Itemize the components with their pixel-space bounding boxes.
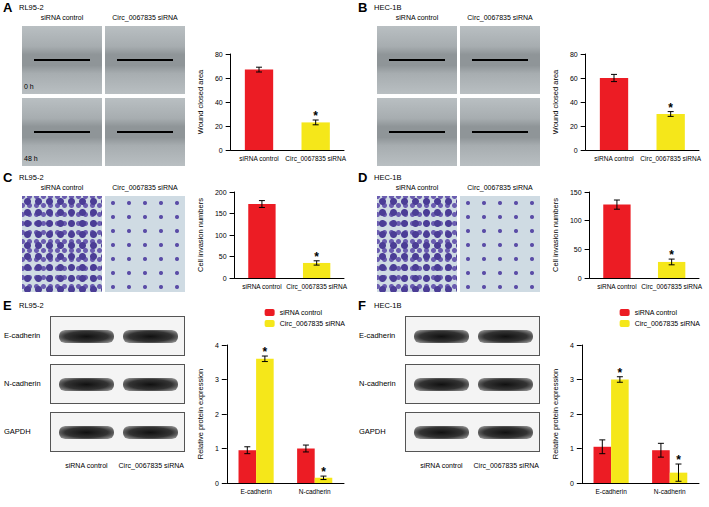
svg-text:4: 4 [215, 342, 219, 349]
svg-text:60: 60 [215, 75, 223, 82]
svg-text:Circ_0067835 siRNA: Circ_0067835 siRNA [635, 320, 701, 328]
svg-text:50: 50 [219, 253, 227, 260]
svg-text:0: 0 [215, 480, 219, 487]
svg-text:siRNA control: siRNA control [239, 155, 279, 162]
html-text:RL95-2: RL95-2 [19, 301, 44, 310]
html-text:E-cadherin: E-cadherin [4, 331, 41, 340]
svg-text:0: 0 [574, 147, 578, 154]
svg-text:siRNA control: siRNA control [597, 283, 637, 290]
html-text:GAPDH: GAPDH [359, 427, 386, 436]
html-text:siRNA control: siRNA control [395, 184, 439, 191]
html-text:HEC-1B: HEC-1B [374, 301, 402, 310]
html-text:siRNA control: siRNA control [40, 184, 84, 191]
html-text:N-cadherin: N-cadherin [359, 379, 396, 388]
html-text:E-cadherin: E-cadherin [359, 331, 396, 340]
svg-text:*: * [321, 465, 326, 479]
html-text:Circ_0067835 siRNA: Circ_0067835 siRNA [467, 184, 533, 191]
svg-text:*: * [676, 453, 681, 467]
svg-text:0: 0 [223, 275, 227, 282]
svg-text:40: 40 [215, 99, 223, 106]
svg-text:40: 40 [570, 99, 578, 106]
svg-text:2: 2 [570, 411, 574, 418]
svg-text:Cell invasion numbers: Cell invasion numbers [196, 198, 205, 272]
svg-text:*: * [314, 250, 319, 264]
svg-text:200: 200 [215, 189, 227, 196]
svg-text:3: 3 [570, 376, 574, 383]
html-text:siRNA control: siRNA control [420, 462, 463, 469]
svg-text:150: 150 [570, 189, 582, 196]
html-text:48 h: 48 h [24, 155, 38, 162]
html-text:0 h: 0 h [24, 83, 34, 90]
svg-text:Wound closed area: Wound closed area [551, 69, 560, 134]
html-text:Circ_0067835 siRNA: Circ_0067835 siRNA [473, 462, 539, 469]
svg-text:Relative protein expression: Relative protein expression [551, 369, 560, 459]
html-text:E: E [3, 298, 12, 313]
svg-text:0: 0 [578, 275, 582, 282]
html-text:siRNA control: siRNA control [40, 14, 84, 21]
svg-text:100: 100 [215, 232, 227, 239]
svg-text:80: 80 [570, 51, 578, 58]
html-text:F: F [358, 298, 366, 313]
svg-text:siRNA control: siRNA control [594, 155, 634, 162]
html-text:HEC-1B: HEC-1B [374, 3, 402, 12]
html-text:Circ_0067835 siRNA: Circ_0067835 siRNA [467, 14, 533, 21]
svg-text:Circ_0067835 siRNA: Circ_0067835 siRNA [280, 320, 346, 328]
svg-text:Wound closed area: Wound closed area [196, 69, 205, 134]
svg-text:Circ_0067835 siRNA: Circ_0067835 siRNA [641, 283, 702, 291]
svg-text:Circ_0067835 siRNA: Circ_0067835 siRNA [286, 283, 347, 291]
svg-text:Circ_0067835 siRNA: Circ_0067835 siRNA [285, 155, 346, 163]
html-text:Circ_0067835 siRNA: Circ_0067835 siRNA [118, 462, 184, 469]
svg-text:*: * [618, 366, 623, 380]
html-text:RL95-2: RL95-2 [19, 3, 44, 12]
svg-text:*: * [668, 101, 673, 115]
svg-text:4: 4 [570, 342, 574, 349]
html-text:GAPDH: GAPDH [4, 427, 31, 436]
html-text:D: D [358, 170, 368, 185]
html-text:Circ_0067835 siRNA: Circ_0067835 siRNA [112, 184, 178, 191]
html-text:N-cadherin: N-cadherin [4, 379, 41, 388]
svg-text:Relative protein expression: Relative protein expression [196, 369, 205, 459]
svg-text:N-cadherin: N-cadherin [654, 488, 686, 495]
svg-text:Cell invasion numbers: Cell invasion numbers [551, 198, 560, 272]
svg-text:2: 2 [215, 411, 219, 418]
svg-text:Circ_0067835 siRNA: Circ_0067835 siRNA [640, 155, 701, 163]
svg-text:20: 20 [215, 123, 223, 130]
html-text:B: B [358, 0, 368, 15]
svg-text:60: 60 [570, 75, 578, 82]
svg-text:20: 20 [570, 123, 578, 130]
svg-text:E-cadherin: E-cadherin [240, 488, 272, 495]
svg-text:1: 1 [215, 445, 219, 452]
svg-text:3: 3 [215, 376, 219, 383]
svg-text:100: 100 [570, 217, 582, 224]
html-text:A: A [3, 0, 13, 15]
svg-text:0: 0 [570, 480, 574, 487]
html-text:Circ_0067835 siRNA: Circ_0067835 siRNA [112, 14, 178, 21]
svg-text:150: 150 [215, 210, 227, 217]
svg-text:siRNA control: siRNA control [242, 283, 282, 290]
html-text:HEC-1B: HEC-1B [374, 173, 402, 182]
svg-text:*: * [669, 248, 674, 262]
svg-text:E-cadherin: E-cadherin [595, 488, 627, 495]
svg-text:N-cadherin: N-cadherin [299, 488, 331, 495]
html-text:RL95-2: RL95-2 [19, 173, 44, 182]
svg-text:1: 1 [570, 445, 574, 452]
svg-text:80: 80 [215, 51, 223, 58]
svg-text:0: 0 [219, 147, 223, 154]
svg-text:siRNA control: siRNA control [635, 309, 678, 316]
svg-text:50: 50 [574, 246, 582, 253]
svg-text:*: * [313, 109, 318, 123]
html-text:siRNA control: siRNA control [65, 462, 108, 469]
svg-text:siRNA control: siRNA control [280, 309, 323, 316]
svg-text:*: * [263, 345, 268, 359]
html-text:siRNA control: siRNA control [395, 14, 439, 21]
html-text:C: C [3, 170, 13, 185]
